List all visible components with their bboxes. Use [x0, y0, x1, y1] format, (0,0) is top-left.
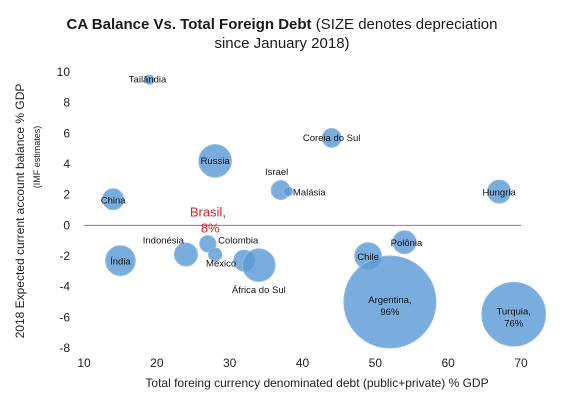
bubble-label: África do Sul — [232, 285, 286, 296]
bubble-label: Coreia do Sul — [303, 133, 361, 144]
y-tick-label: 6 — [63, 126, 70, 140]
x-tick-label: 20 — [150, 356, 164, 370]
y-tick-label: -8 — [59, 341, 70, 355]
y-tick-label: -6 — [59, 310, 70, 324]
bubble-mexico — [207, 247, 223, 262]
chart-title: CA Balance Vs. Total Foreign Debt (SIZE … — [67, 16, 498, 33]
bubble-label: Colombia — [218, 236, 259, 247]
bubble-label: Malásia — [293, 188, 326, 199]
bubble-label: Índia — [110, 257, 131, 268]
bubble-label: Mexico — [206, 258, 236, 269]
bubble-russia — [198, 144, 232, 178]
bubble-label: Chile — [357, 252, 379, 263]
x-tick-label: 10 — [77, 356, 91, 370]
bubble-label: Argentina, — [368, 295, 411, 306]
bubble-label: Brasil, — [190, 205, 226, 220]
x-tick-label: 30 — [223, 356, 237, 370]
x-tick-label: 70 — [514, 356, 528, 370]
bubbles — [102, 74, 547, 349]
bubble-label: Israel — [265, 167, 288, 178]
bubble-pct-label: 8% — [201, 221, 220, 236]
bubble-label: Tailândia — [129, 75, 167, 86]
y-tick-label: 8 — [63, 96, 70, 110]
bubble--ndia — [105, 245, 136, 276]
bubble-hungria — [487, 179, 512, 204]
x-tick-label: 40 — [296, 356, 310, 370]
bubble-label: Indonésia — [143, 235, 185, 246]
chart-title-bold: CA Balance Vs. Total Foreign Debt — [67, 16, 312, 33]
y-tick-label: 4 — [63, 157, 70, 171]
bubble-turquia — [481, 281, 547, 347]
y-tick-label: 2 — [63, 188, 70, 202]
bubble-tail-ndia — [144, 74, 155, 85]
bubble-mal-sia — [282, 186, 294, 197]
bubble-label: China — [101, 195, 127, 206]
x-tick-label: 50 — [369, 356, 383, 370]
bubble-label: Hungria — [483, 188, 517, 199]
bubble-brasil — [199, 235, 217, 253]
x-tick-label: 60 — [441, 356, 455, 370]
chart-title-line2: since January 2018) — [214, 35, 349, 52]
bubble-coreia-do-sul — [321, 128, 342, 148]
bubble--frica-do-sul — [242, 248, 276, 282]
x-axis-title: Total foreing currency denominated debt … — [145, 376, 488, 390]
bubble-indon-sia — [173, 242, 198, 267]
bubble-pol-nia — [392, 230, 417, 255]
bubble-labels: Tailândia Coreia do Sul Russia Israel Malási… — [101, 75, 531, 330]
y-axis-subtitle: (IMF estimates) — [32, 126, 42, 189]
y-tick-label: -2 — [59, 249, 70, 263]
chart-title-rest: (SIZE denotes depreciation — [312, 16, 498, 33]
bubble-pct-label: 76% — [504, 318, 524, 329]
bubble-argentina — [343, 255, 437, 349]
bubble-label: Russia — [201, 156, 231, 167]
y-tick-label: 0 — [63, 218, 70, 232]
y-tick-label: -4 — [59, 280, 70, 294]
bubble-label: Turquia, — [496, 306, 531, 317]
bubble-china — [102, 188, 125, 211]
y-tick-label: 10 — [57, 65, 71, 79]
bubble-label: Polônia — [391, 238, 423, 249]
y-axis-title: 2018 Expected current account balance % … — [13, 84, 27, 339]
bubble-pct-label: 96% — [380, 307, 400, 318]
